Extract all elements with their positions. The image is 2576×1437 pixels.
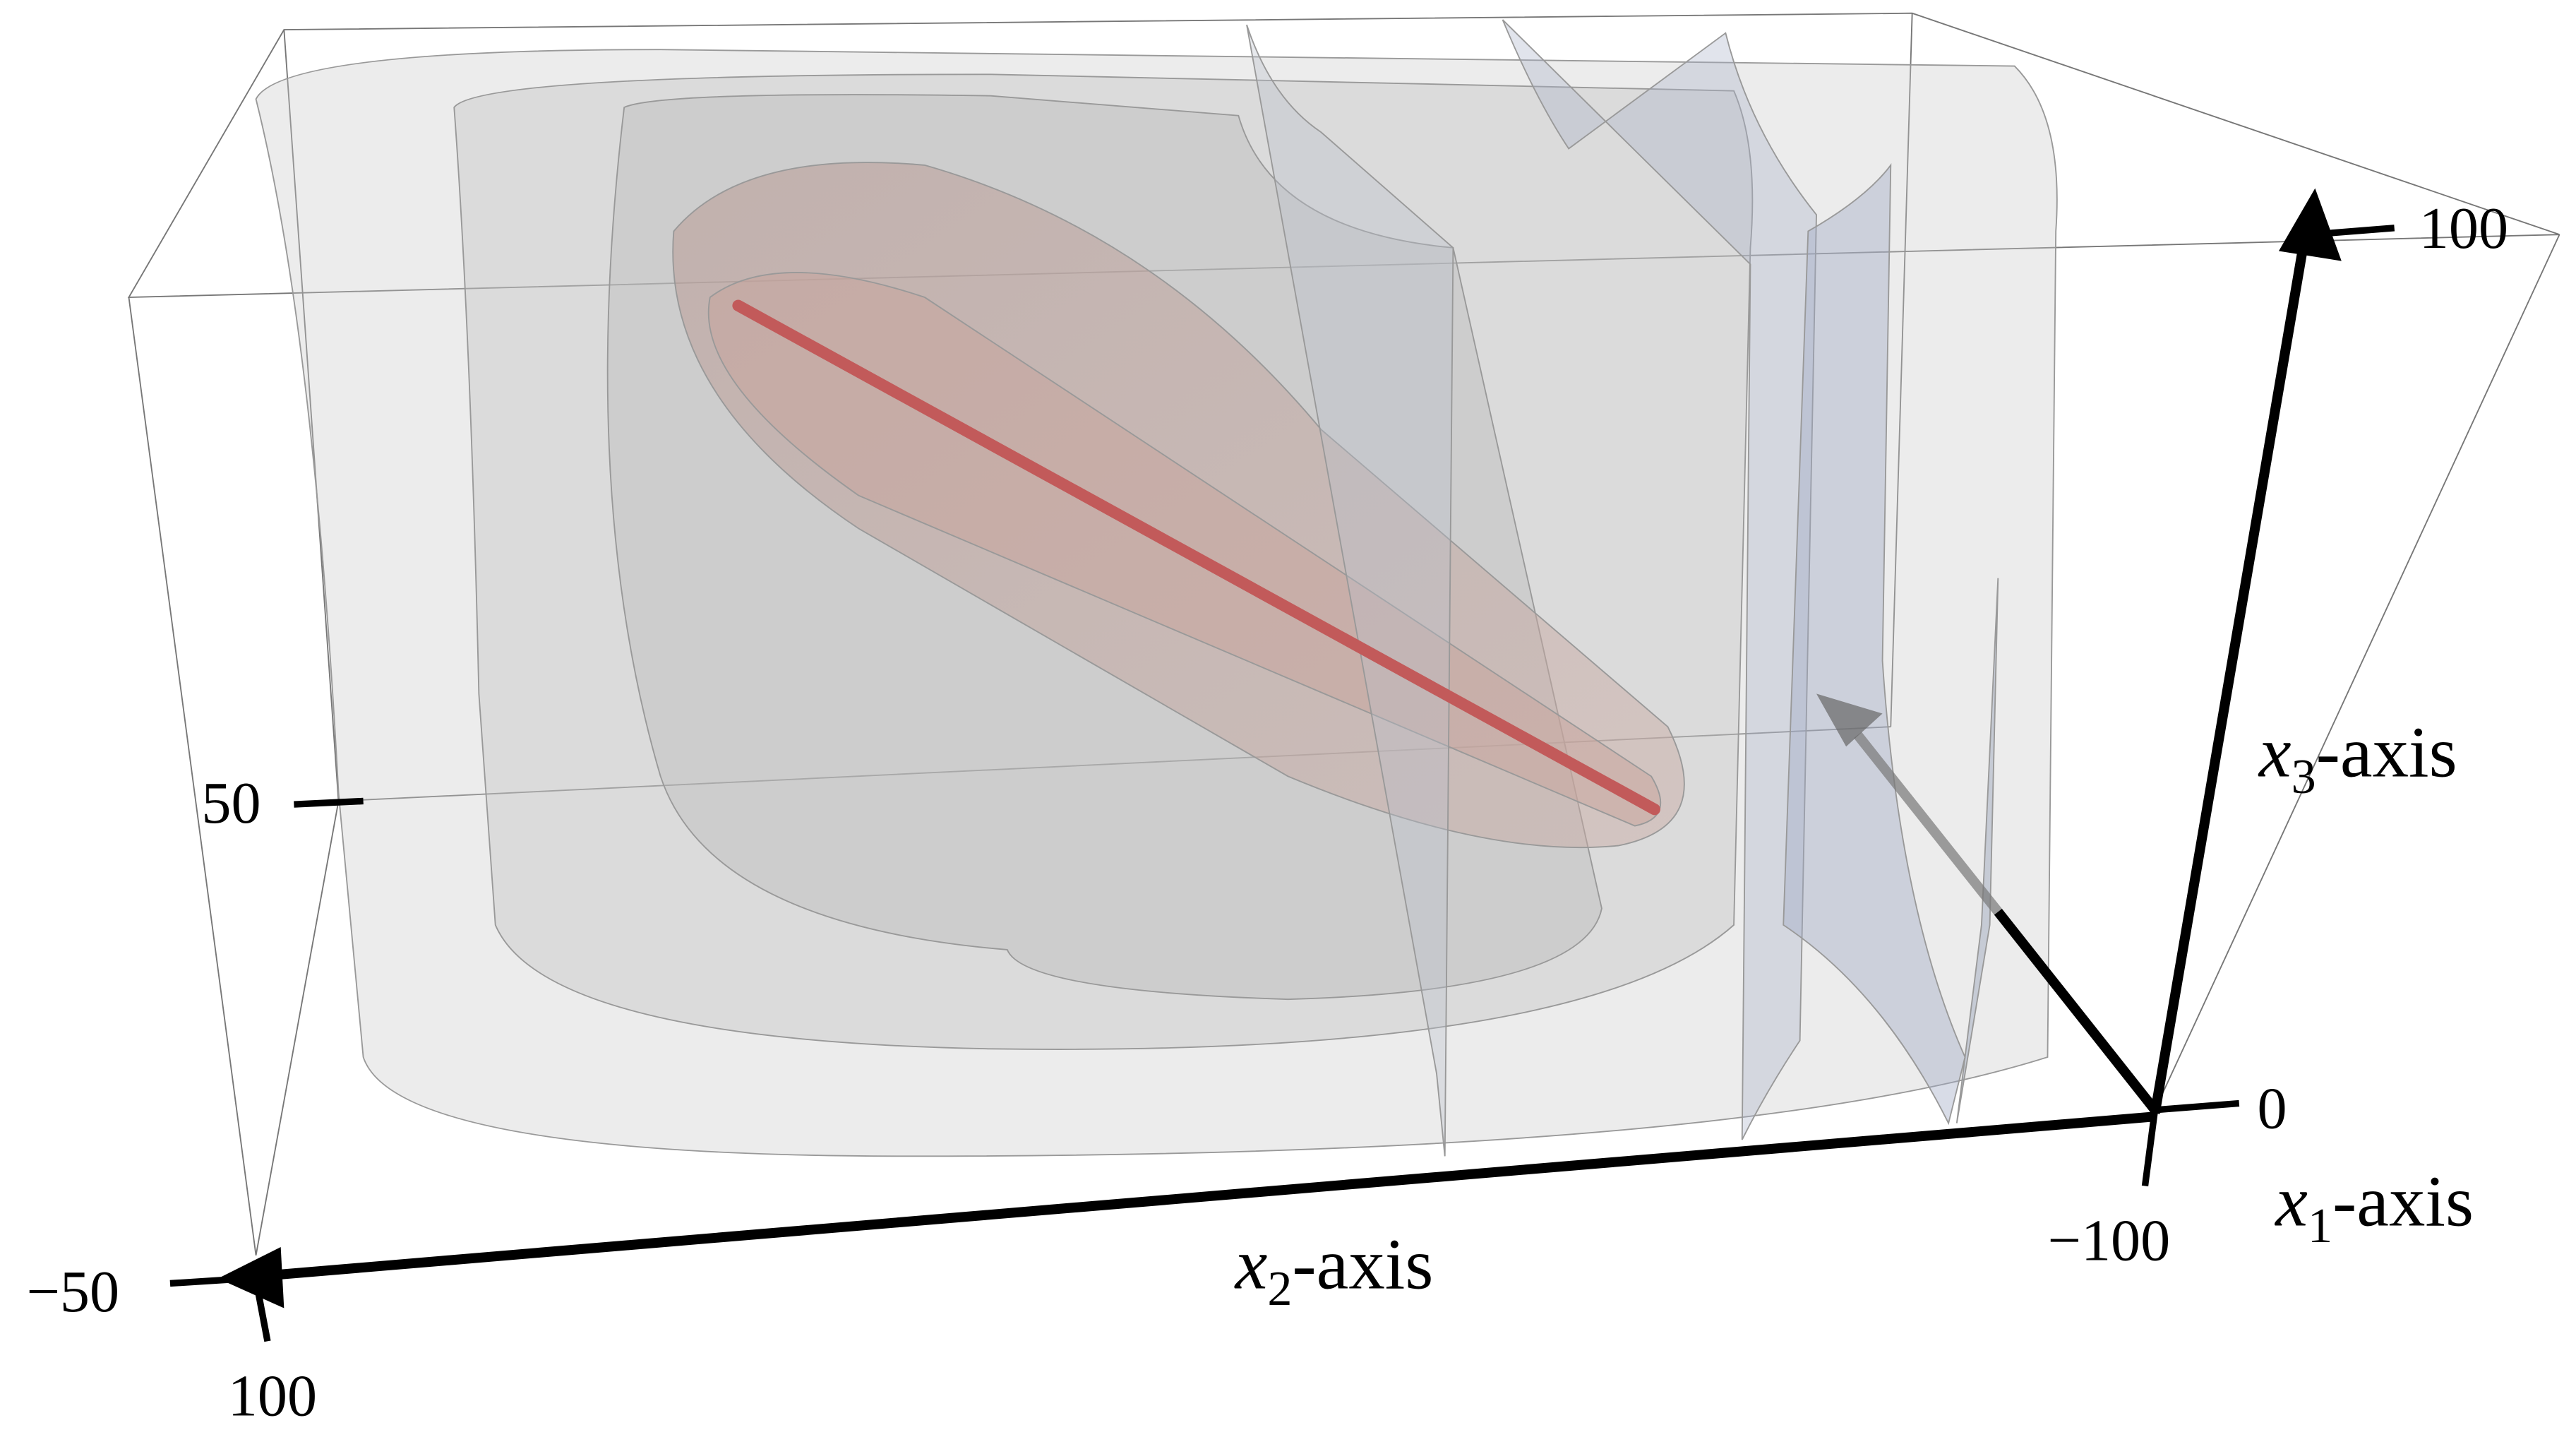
x1-axis-line bbox=[1994, 908, 2159, 1114]
x2-axis-label: x2-axis bbox=[1234, 1224, 1434, 1316]
label-subscript: 1 bbox=[2308, 1198, 2332, 1253]
tick-label: 50 bbox=[201, 770, 260, 836]
label-symbol: x bbox=[2274, 1162, 2308, 1242]
label-symbol: x bbox=[2258, 712, 2292, 792]
x2-arrow bbox=[217, 1247, 284, 1308]
tick-x1-near bbox=[2141, 1109, 2159, 1187]
x3-axis-label: x3-axis bbox=[2258, 712, 2457, 804]
x1-arrow bbox=[1816, 693, 1883, 747]
label-suffix: -axis bbox=[2332, 1162, 2474, 1242]
x3-arrow bbox=[2278, 188, 2342, 261]
tick-label: 100 bbox=[2419, 196, 2508, 261]
tick-label: 0 bbox=[2258, 1076, 2287, 1142]
label-suffix: -axis bbox=[2316, 712, 2457, 792]
surfaces bbox=[255, 19, 2058, 1157]
tick-label: −100 bbox=[2047, 1208, 2170, 1274]
tick-x2-far bbox=[169, 1275, 248, 1287]
tick-label: 100 bbox=[228, 1364, 317, 1429]
tick-x1-far bbox=[252, 1279, 271, 1342]
x2-axis-line bbox=[272, 1111, 2156, 1280]
label-symbol: x bbox=[1234, 1224, 1268, 1304]
red-segment bbox=[732, 299, 1660, 816]
tick-50 bbox=[294, 797, 364, 808]
x3-axis-line bbox=[2150, 244, 2308, 1114]
tick-label: −50 bbox=[26, 1259, 119, 1325]
label-subscript: 3 bbox=[2292, 749, 2316, 804]
x3-tick bbox=[2311, 225, 2395, 238]
tick-0 bbox=[2155, 1099, 2240, 1114]
axes bbox=[169, 188, 2395, 1342]
label-suffix: -axis bbox=[1292, 1224, 1433, 1304]
label-subscript: 2 bbox=[1267, 1261, 1292, 1316]
x1-axis-hidden bbox=[1853, 732, 2002, 915]
x1-axis-label: x1-axis bbox=[2274, 1162, 2474, 1253]
